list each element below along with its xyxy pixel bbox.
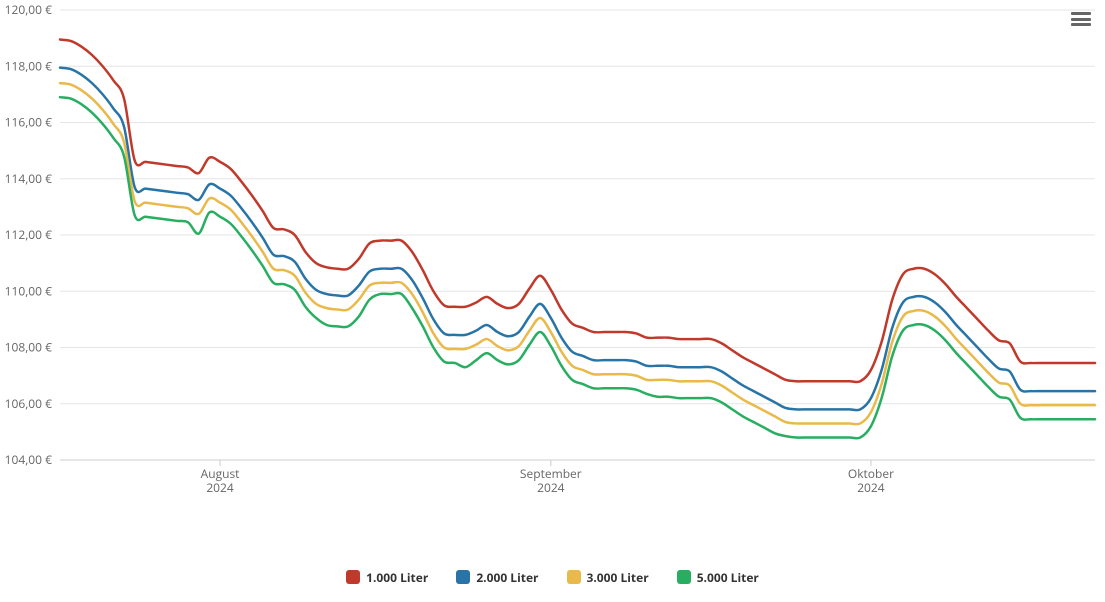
- legend-swatch: [567, 570, 581, 584]
- chart-plot-area: 104,00 €106,00 €108,00 €110,00 €112,00 €…: [60, 10, 1095, 500]
- legend-swatch: [677, 570, 691, 584]
- series-line-2[interactable]: [60, 83, 1095, 424]
- x-axis-sublabel: 2024: [857, 479, 885, 496]
- y-axis-label: 104,00 €: [5, 451, 53, 468]
- legend-swatch: [346, 570, 360, 584]
- price-chart: 104,00 € 106,00 € 108,00 € 110,00 € 112,00 €…: [0, 0, 1105, 602]
- legend-item-0[interactable]: 1.000 Liter: [346, 569, 428, 586]
- x-axis-sublabel: 2024: [206, 479, 234, 496]
- legend-label: 2.000 Liter: [476, 569, 538, 586]
- y-axis-label: 120,00 €: [5, 1, 53, 18]
- legend-item-3[interactable]: 5.000 Liter: [677, 569, 759, 586]
- y-axis-label: 110,00 €: [5, 282, 53, 299]
- x-axis-sublabel: 2024: [537, 479, 565, 496]
- series-line-3[interactable]: [60, 97, 1095, 438]
- y-axis-label: 108,00 €: [5, 339, 53, 356]
- series-line-0[interactable]: [60, 40, 1095, 383]
- legend-label: 5.000 Liter: [697, 569, 759, 586]
- y-axis-label: 118,00 €: [5, 57, 53, 74]
- legend-label: 3.000 Liter: [587, 569, 649, 586]
- y-axis-label: 112,00 €: [5, 226, 53, 243]
- series-line-1[interactable]: [60, 68, 1095, 411]
- chart-legend: 1.000 Liter 2.000 Liter 3.000 Liter 5.000 L…: [0, 569, 1105, 589]
- legend-item-1[interactable]: 2.000 Liter: [456, 569, 538, 586]
- legend-item-2[interactable]: 3.000 Liter: [567, 569, 649, 586]
- legend-swatch: [456, 570, 470, 584]
- y-axis-label: 114,00 €: [5, 170, 53, 187]
- y-axis-label: 106,00 €: [5, 395, 53, 412]
- y-axis-label: 116,00 €: [5, 114, 53, 131]
- legend-label: 1.000 Liter: [366, 569, 428, 586]
